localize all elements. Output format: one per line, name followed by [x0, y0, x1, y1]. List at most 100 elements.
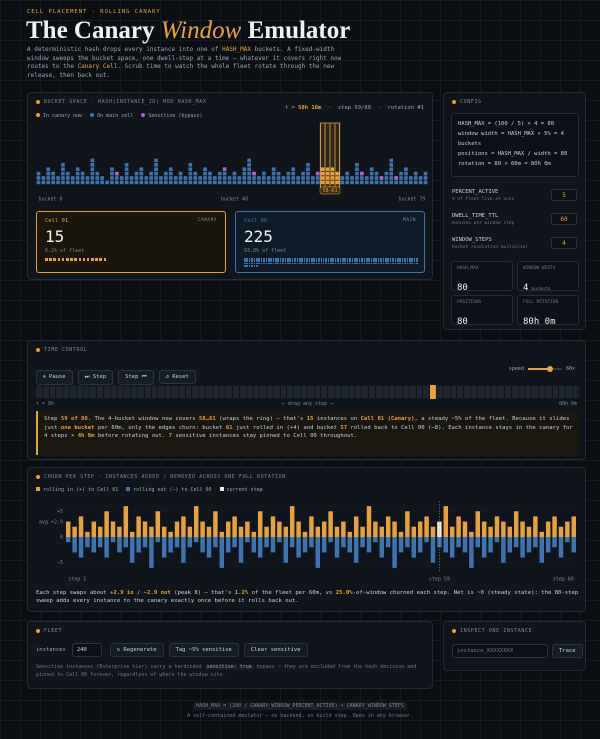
- instance-dot: [315, 258, 318, 260]
- instance-square: [119, 176, 124, 180]
- instance-input[interactable]: instance_XXXXXXXX: [452, 644, 548, 658]
- bucket-stack: [183, 176, 188, 185]
- churn-bar: [142, 537, 148, 548]
- instance-dot: [339, 258, 342, 260]
- stat-value: 80: [457, 283, 468, 293]
- step-cell: [219, 386, 226, 398]
- bucket-stack: [159, 176, 163, 185]
- control-button[interactable]: ⏸ Pause: [36, 370, 73, 385]
- instance-dot: [404, 258, 406, 260]
- fleet-button[interactable]: Tag ~5% sensitive: [168, 643, 239, 657]
- bucket-stack: [36, 171, 41, 185]
- legend-item: On main cell: [90, 113, 133, 119]
- instance-dot: [294, 262, 296, 265]
- instance-dot: [255, 260, 258, 262]
- instance-square: [95, 180, 100, 185]
- instance-dot: [244, 262, 246, 265]
- churn-bar: [187, 537, 193, 548]
- instance-dot: [377, 260, 380, 262]
- instance-square: [90, 180, 95, 185]
- step-track[interactable]: [36, 385, 579, 399]
- instance-dot: [255, 265, 258, 267]
- legend-item: In canary now: [36, 113, 82, 119]
- stat-unit: buckets: [531, 287, 551, 292]
- clock-row: t = 58h 16m · step 59/80 · rotation #1: [284, 105, 424, 111]
- bucket-stack: [335, 171, 340, 185]
- instance-square: [70, 180, 75, 185]
- control-button[interactable]: ⏭ Step: [77, 370, 114, 385]
- churn-bar: [309, 537, 314, 548]
- churn-bar: [245, 521, 250, 537]
- control-button[interactable]: ↺ Reset: [158, 370, 196, 384]
- instance-square: [139, 167, 144, 171]
- field-input[interactable]: 60: [551, 213, 577, 225]
- instance-square: [188, 180, 193, 185]
- legend-swatch: [219, 487, 224, 491]
- bucket-stack: [423, 171, 428, 185]
- fleet-button[interactable]: Clear sensitive: [243, 643, 308, 657]
- churn-bar: [539, 537, 545, 563]
- instances-input[interactable]: 240: [71, 643, 102, 657]
- instance-dot: [251, 260, 253, 262]
- field-input[interactable]: 5: [551, 189, 577, 201]
- instance-dot: [377, 258, 380, 260]
- instance-dot: [318, 258, 320, 260]
- instance-dot: [70, 258, 73, 261]
- instance-dot: [387, 262, 390, 265]
- field-input[interactable]: 4: [551, 237, 577, 249]
- churn-bar: [200, 537, 205, 553]
- instance-dot: [91, 258, 94, 261]
- instance-square: [276, 176, 281, 180]
- churn-bar: [417, 537, 423, 553]
- instance-square: [95, 171, 100, 176]
- bucket-stack: [173, 176, 178, 185]
- step-cell: [464, 386, 470, 398]
- speed-slider[interactable]: [527, 366, 562, 372]
- panel-heading: CONFIG: [452, 99, 482, 105]
- control-button[interactable]: Step ⏮: [118, 370, 154, 385]
- bucket-stack: [404, 167, 408, 185]
- instance-square: [266, 180, 271, 185]
- stat-value-row: 4 buckets: [523, 275, 550, 294]
- instance-dot: [337, 262, 339, 265]
- step-cell: [477, 386, 484, 398]
- instance-square: [85, 180, 90, 185]
- legend-item: current step: [219, 487, 263, 493]
- churn-bar: [225, 521, 231, 537]
- instance-square: [232, 176, 237, 180]
- instance-square: [315, 176, 320, 180]
- instance-dot: [260, 260, 263, 262]
- instance-square: [345, 180, 349, 185]
- instance-dot: [394, 262, 397, 265]
- bucket-stack: [144, 176, 149, 185]
- instance-square: [222, 171, 227, 176]
- cell-tag: CANARY: [197, 218, 217, 223]
- churn-bar: [110, 537, 116, 543]
- instance-square: [51, 171, 55, 176]
- churn-bar: [533, 537, 538, 548]
- instance-square: [90, 176, 95, 180]
- field-hint: bucket resolution multiplier: [452, 245, 528, 250]
- churn-bar: [66, 537, 71, 543]
- text-run: ) — that's: [197, 590, 235, 596]
- churn-bar: [315, 526, 321, 537]
- step-cell: [382, 386, 389, 398]
- instance-square: [399, 176, 403, 180]
- churn-bar: [424, 537, 429, 543]
- legend-item: rolling in (+) to Cell 01: [36, 487, 118, 493]
- instance-square: [208, 171, 212, 176]
- instance-dot: [330, 260, 332, 262]
- instance-dot: [253, 258, 256, 260]
- churn-chart: +5 avg +2.9 0 −5 step 1 step 59 step 80: [39, 501, 576, 583]
- instance-dot: [406, 258, 409, 260]
- trace-button[interactable]: Trace: [552, 644, 583, 658]
- x-tick-label: bucket 0: [38, 197, 62, 203]
- formula: window width = HASH_MAX × 5% = 4 buckets: [458, 131, 564, 147]
- instance-square: [394, 180, 398, 185]
- formula-box: HASH_MAX = (100 / 5) × 4 = 80 window widt…: [451, 113, 579, 177]
- text-run: rolled back to Cell 00 (−8). Each instan…: [44, 424, 573, 440]
- instance-square: [413, 176, 418, 180]
- step-cell: [362, 386, 369, 398]
- fleet-button[interactable]: ↻ Regenerate: [109, 643, 164, 657]
- instance-dot: [246, 265, 248, 267]
